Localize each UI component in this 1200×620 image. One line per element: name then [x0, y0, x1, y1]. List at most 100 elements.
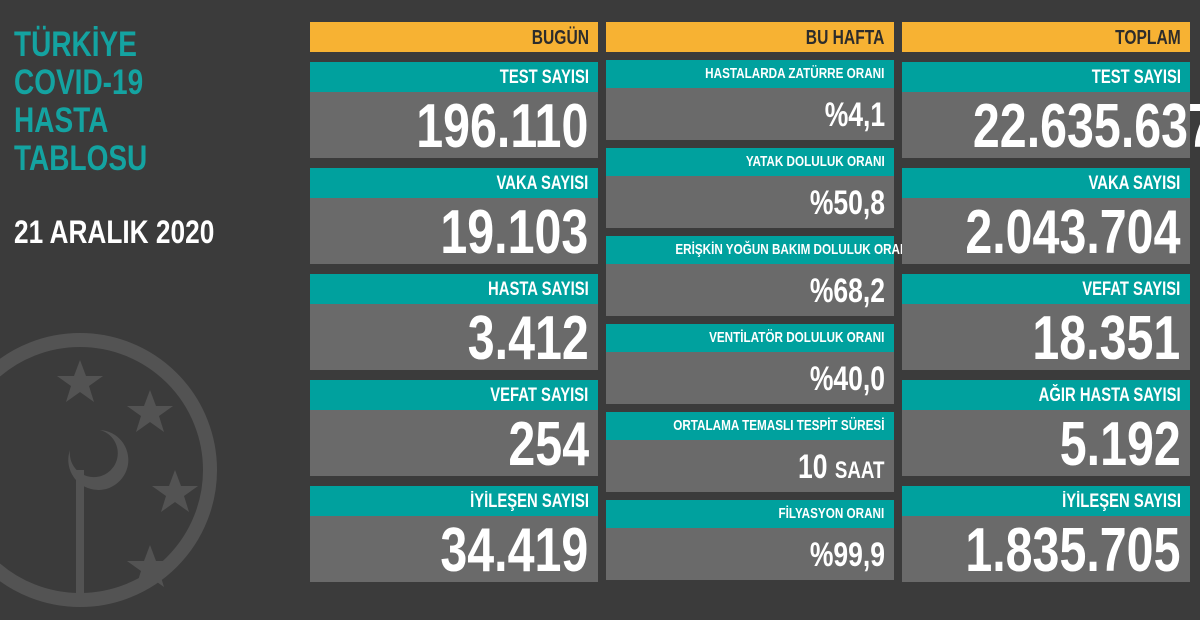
stat-value-wrap: %4,1 — [824, 88, 894, 142]
total-column: TOPLAM TEST SAYISI 22.635.637 VAKA SAYISI… — [902, 22, 1200, 585]
stat-value-wrap: 10 SAAT — [798, 440, 894, 498]
total-stat-card: VAKA SAYISI 2.043.704 — [902, 168, 1190, 267]
ministry-emblem-icon — [0, 333, 217, 607]
stat-label-text: VEFAT SAYISI — [490, 385, 589, 406]
stat-label: VAKA SAYISI — [902, 168, 1190, 198]
today-stat-card: HASTA SAYISI 3.412 — [310, 274, 598, 373]
stat-label: TEST SAYISI — [310, 62, 598, 92]
stat-value-box: 3.412 — [310, 304, 598, 373]
title-line: COVID-19 — [14, 63, 144, 102]
stat-label: HASTALARDA ZATÜRRE ORANI — [606, 60, 894, 88]
stat-value-wrap: %40,0 — [809, 352, 894, 406]
stat-value: 19.103 — [440, 198, 589, 267]
stat-label: TEST SAYISI — [902, 62, 1190, 92]
stat-value: 34.419 — [440, 516, 589, 585]
stat-value: %99,9 — [809, 536, 885, 574]
stat-value-wrap: 18.351 — [1033, 304, 1190, 374]
week-header: BU HAFTA — [606, 22, 894, 52]
stat-label: İYİLEŞEN SAYISI — [310, 486, 598, 516]
stat-label: VEFAT SAYISI — [310, 380, 598, 410]
stat-label-text: TEST SAYISI — [1091, 67, 1181, 88]
stat-label: VENTİLATÖR DOLULUK ORANI — [606, 324, 894, 352]
stat-value-box: %99,9 — [606, 528, 894, 580]
stat-label: VEFAT SAYISI — [902, 274, 1190, 304]
total-stat-card: İYİLEŞEN SAYISI 1.835.705 — [902, 486, 1190, 585]
stat-value-box: 18.351 — [902, 304, 1190, 373]
stat-value-box: 5.192 — [902, 410, 1190, 479]
week-column: BU HAFTA HASTALARDA ZATÜRRE ORANI %4,1 YA… — [606, 22, 912, 580]
stat-label-text: VEFAT SAYISI — [1082, 279, 1181, 300]
stat-value: 18.351 — [1032, 304, 1181, 373]
week-stat-card: HASTALARDA ZATÜRRE ORANI %4,1 — [606, 60, 894, 140]
stat-value-box: 196.110 — [310, 92, 598, 161]
week-stat-card: ERİŞKİN YOĞUN BAKIM DOLULUK ORANI %68,2 — [606, 236, 912, 316]
stat-value-wrap: %99,9 — [809, 528, 894, 582]
stat-value-box: 34.419 — [310, 516, 598, 585]
stat-value-wrap: 3.412 — [468, 304, 598, 374]
title-line: TÜRKİYE — [14, 25, 137, 64]
title-line: TABLOSU — [14, 139, 148, 178]
week-stat-card: YATAK DOLULUK ORANI %50,8 — [606, 148, 894, 228]
stat-value-box: 1.835.705 — [902, 516, 1190, 585]
stat-label-text: HASTALARDA ZATÜRRE ORANI — [705, 65, 885, 82]
today-stat-card: VAKA SAYISI 19.103 — [310, 168, 598, 267]
stat-label-text: TEST SAYISI — [499, 67, 589, 88]
stat-value-wrap: 19.103 — [441, 198, 598, 268]
stat-label: ORTALAMA TEMASLI TESPİT SÜRESİ — [606, 412, 894, 440]
stat-value-wrap: 196.110 — [416, 92, 598, 162]
stat-value: 196.110 — [416, 92, 589, 161]
title-line: HASTA — [14, 101, 109, 140]
stat-value: %4,1 — [824, 96, 885, 134]
stat-value-wrap: 2.043.704 — [965, 198, 1190, 268]
report-date: 21 ARALIK 2020 — [14, 214, 215, 250]
stat-value-box: 2.043.704 — [902, 198, 1190, 267]
stat-value-box: %40,0 — [606, 352, 894, 404]
today-header: BUGÜN — [310, 22, 598, 52]
stat-value-wrap: %68,2 — [809, 264, 894, 318]
stat-value: %40,0 — [809, 360, 885, 398]
today-column: BUGÜN TEST SAYISI 196.110 VAKA SAYISI 19.… — [310, 22, 598, 585]
stat-value: 22.635.637 — [972, 92, 1200, 161]
stat-value: 5.192 — [1059, 410, 1181, 479]
stat-label: VAKA SAYISI — [310, 168, 598, 198]
total-header: TOPLAM — [902, 22, 1190, 52]
stat-label: AĞIR HASTA SAYISI — [902, 380, 1190, 410]
stat-value: 10 — [798, 448, 828, 486]
stat-label-text: VAKA SAYISI — [496, 173, 589, 194]
stat-value-box: 19.103 — [310, 198, 598, 267]
stat-value-box: %50,8 — [606, 176, 894, 228]
stat-value-box: 10 SAAT — [606, 440, 894, 492]
stat-value-box: %4,1 — [606, 88, 894, 140]
stat-value-wrap: 1.835.705 — [965, 516, 1190, 586]
header-text: TOPLAM — [1115, 27, 1181, 49]
stat-value: 1.835.705 — [965, 516, 1181, 585]
stat-value: 3.412 — [467, 304, 589, 373]
stat-value-box: %68,2 — [606, 264, 894, 316]
week-stat-card: FİLYASYON ORANI %99,9 — [606, 500, 894, 580]
today-stat-card: VEFAT SAYISI 254 — [310, 380, 598, 479]
week-stat-card: ORTALAMA TEMASLI TESPİT SÜRESİ 10 SAAT — [606, 412, 894, 492]
header-text: BUGÜN — [531, 27, 589, 49]
stat-label-text: ORTALAMA TEMASLI TESPİT SÜRESİ — [673, 417, 885, 434]
stat-value: 2.043.704 — [965, 198, 1181, 267]
stat-label: YATAK DOLULUK ORANI — [606, 148, 894, 176]
total-stat-card: AĞIR HASTA SAYISI 5.192 — [902, 380, 1190, 479]
stat-label: İYİLEŞEN SAYISI — [902, 486, 1190, 516]
stat-value-wrap: 254 — [508, 410, 598, 480]
total-stat-card: VEFAT SAYISI 18.351 — [902, 274, 1190, 373]
stat-value-box: 22.635.637 — [902, 92, 1200, 161]
total-stat-card: TEST SAYISI 22.635.637 — [902, 62, 1200, 161]
stat-value-wrap: %50,8 — [809, 176, 894, 230]
stat-value-wrap: 5.192 — [1060, 410, 1190, 480]
stat-value-box: 254 — [310, 410, 598, 479]
stat-label: ERİŞKİN YOĞUN BAKIM DOLULUK ORANI — [606, 236, 912, 264]
stat-value-wrap: 22.635.637 — [973, 92, 1200, 162]
stat-label-text: ERİŞKİN YOĞUN BAKIM DOLULUK ORANI — [675, 241, 912, 258]
today-stat-card: TEST SAYISI 196.110 — [310, 62, 598, 161]
stat-label-text: HASTA SAYISI — [487, 279, 589, 300]
stat-label-text: İYİLEŞEN SAYISI — [1061, 491, 1181, 512]
stat-label-text: VAKA SAYISI — [1088, 173, 1181, 194]
stat-value: 254 — [507, 410, 589, 479]
stat-value: %50,8 — [809, 184, 885, 222]
today-stat-card: İYİLEŞEN SAYISI 34.419 — [310, 486, 598, 585]
